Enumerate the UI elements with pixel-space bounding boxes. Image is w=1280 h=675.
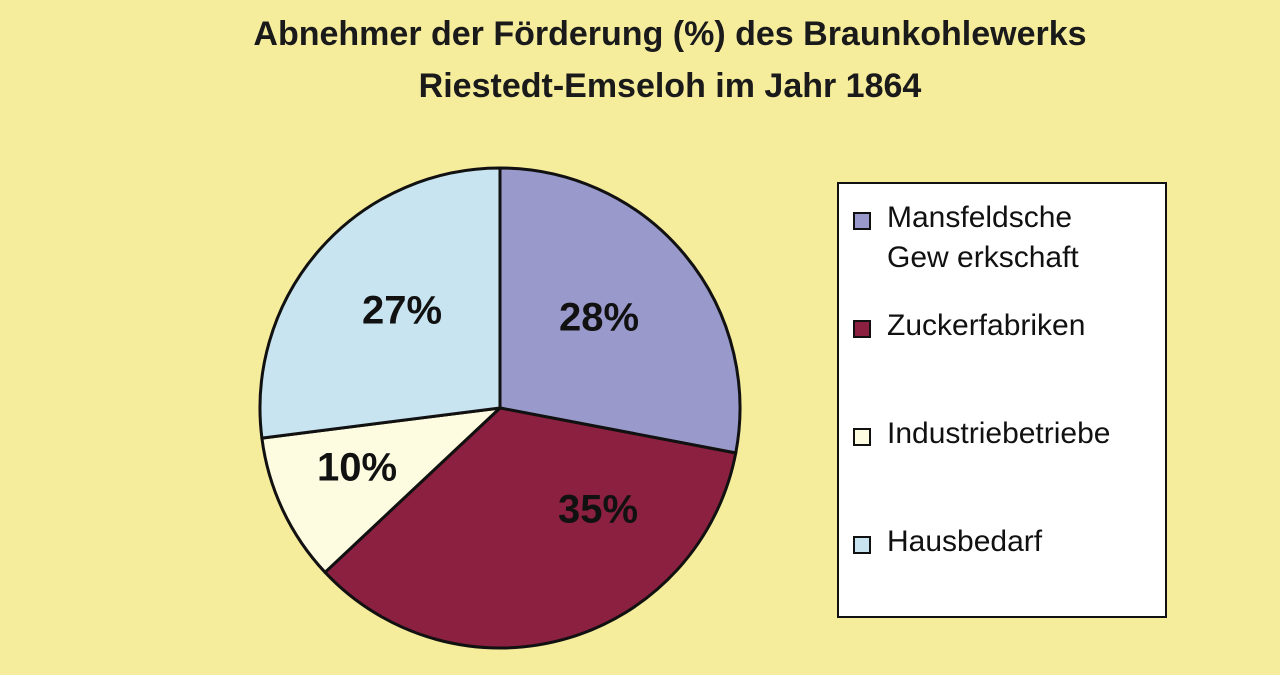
- pie-slice-label-3: 27%: [362, 289, 442, 333]
- legend: Mansfeldsche Gew erkschaft Zuckerfabrike…: [837, 182, 1167, 618]
- legend-label-industriebetriebe: Industriebetriebe: [887, 417, 1111, 450]
- pie-slice-2: [260, 406, 502, 574]
- pie-slice-label-1: 35%: [558, 488, 638, 532]
- pie-slice-label-0: 28%: [559, 296, 639, 340]
- pie-slice-0: [498, 166, 742, 455]
- pie-slice-3: [258, 166, 502, 440]
- legend-swatch-mansfeldsche: [853, 212, 871, 230]
- pie-slice-label-2: 10%: [317, 446, 397, 490]
- chart-title-line-1: Abnehmer der Förderung (%) des Braunkohl…: [253, 15, 1087, 53]
- legend-label-hausbedarf: Hausbedarf: [887, 525, 1043, 558]
- chart-title-line-2: Riestedt-Emseloh im Jahr 1864: [418, 67, 922, 105]
- legend-label-zuckerfabriken: Zuckerfabriken: [887, 309, 1086, 342]
- legend-swatch-zuckerfabriken: [853, 320, 871, 338]
- chart-title: Abnehmer der Förderung (%) des Braunkohl…: [0, 8, 1280, 112]
- legend-label-mansfeldsche: Mansfeldsche Gew erkschaft: [887, 201, 1079, 274]
- legend-swatch-industriebetriebe: [853, 428, 871, 446]
- pie-slice-1: [323, 406, 738, 650]
- legend-swatch-hausbedarf: [853, 536, 871, 554]
